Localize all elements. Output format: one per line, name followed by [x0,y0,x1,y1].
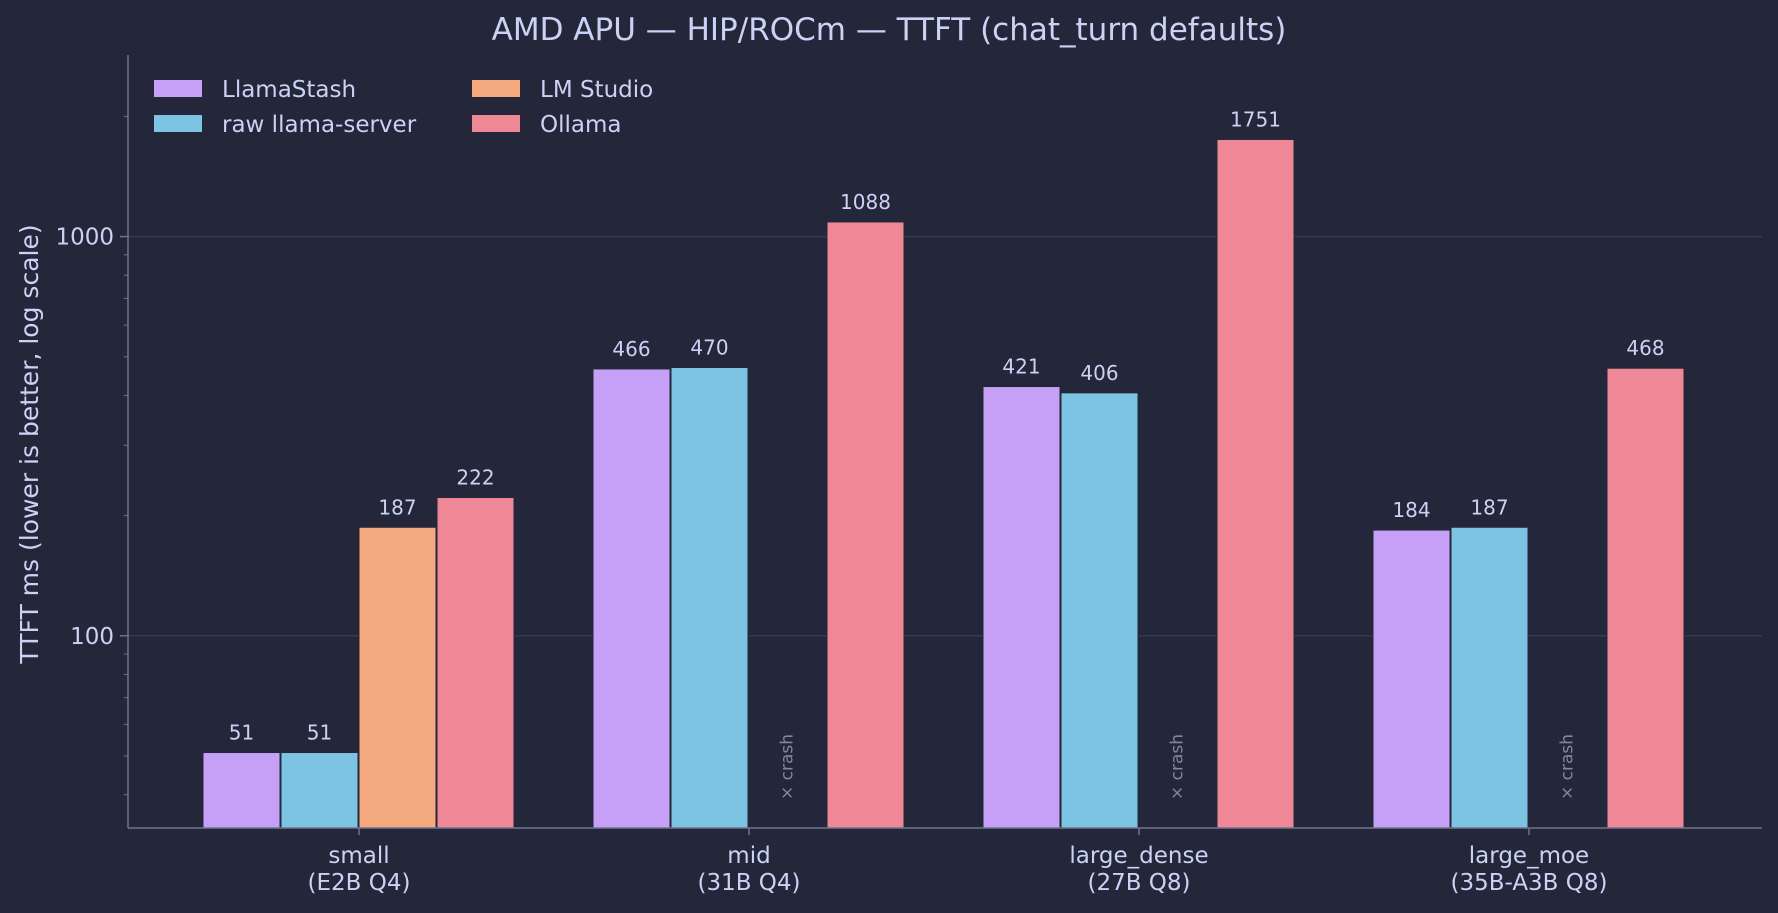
bar-small-raw-llama-server [280,752,359,829]
chart-title: AMD APU — HIP/ROCm — TTFT (chat_turn def… [492,12,1287,48]
crash-annotation: × crash [1168,734,1188,800]
crash-annotation: × crash [1558,734,1578,800]
legend-swatch [472,115,520,132]
crash-annotations: × crash × crash × crash [778,734,1578,800]
y-axis-label: TTFT ms (lower is better, log scale) [15,224,44,664]
bar-mid-raw-llama-server [670,366,749,829]
legend-label: Ollama [540,112,621,138]
legend-swatch [154,115,202,132]
y-tick-label: 100 [70,624,114,650]
data-label: 187 [378,495,416,519]
x-tick-label: mid [727,843,770,869]
legend-swatch [154,80,202,97]
x-tick-label: (E2B Q4) [308,870,411,896]
x-tick-label: (27B Q8) [1087,870,1190,896]
data-label: 1751 [1230,107,1281,131]
data-label: 406 [1080,361,1118,385]
legend-label: LlamaStash [222,77,356,103]
legend: LlamaStash raw llama-server LM Studio Ollam… [154,77,653,138]
bars: 51 51 187 222 466 470 1088 421 406 1751 184 187 468 [202,107,1685,829]
data-label: 51 [307,721,332,745]
data-label: 466 [612,337,650,361]
legend-label: raw llama-server [222,112,417,138]
y-tick-label: 1000 [55,225,114,251]
bar-small-lm-studio [358,526,437,829]
data-label: 222 [456,466,494,490]
data-label: 187 [1470,495,1508,519]
x-tick-label: (31B Q4) [697,870,800,896]
data-label: 470 [690,335,728,359]
bar-small-ollama [436,497,515,829]
bar-mid-ollama [826,221,905,829]
bar-mid-llamastash [592,368,671,829]
data-label: 51 [229,721,254,745]
x-tick-label: (35B-A3B Q8) [1451,870,1608,896]
legend-label: LM Studio [540,77,653,103]
legend-swatch [472,80,520,97]
x-tick-label: large_moe [1469,843,1589,869]
bar-large_dense-llamastash [982,386,1061,829]
x-tick-label: small [328,843,389,869]
bar-large_moe-raw-llama-server [1450,526,1529,829]
data-label: 184 [1392,498,1430,522]
bar-small-llamastash [202,752,281,829]
bar-large_dense-ollama [1216,138,1295,829]
bar-large_moe-llamastash [1372,529,1451,829]
x-tick-label: large_dense [1069,843,1208,869]
axes: 100 1000 small(E2B Q4) mid(31B Q4) large_den… [55,55,1762,896]
data-label: 1088 [840,190,891,214]
data-label: 468 [1626,336,1664,360]
crash-annotation: × crash [778,734,798,800]
bar-large_moe-ollama [1606,367,1685,829]
bar-large_dense-raw-llama-server [1060,392,1139,829]
data-label: 421 [1002,355,1040,379]
